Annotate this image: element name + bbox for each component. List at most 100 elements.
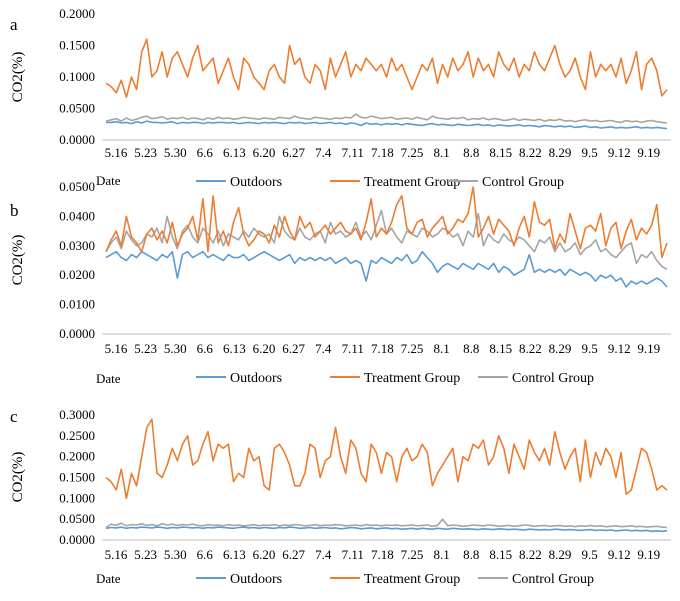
series-line-outdoors [106,120,668,130]
x-tick-label: 9.19 [637,341,660,356]
legend-entry: Outdoors [230,175,282,190]
x-tick-label: 6.20 [253,547,276,562]
x-tick-label: 8.22 [519,145,542,160]
legend-entry: Control Group [482,175,564,190]
x-tick-label: 7.18 [371,547,394,562]
x-tick-label: 6.13 [223,547,246,562]
x-tick-label: 9.12 [608,547,631,562]
panel-letter: a [10,15,18,34]
x-tick-label: 7.4 [315,145,332,160]
y-axis-label: CO2(%) [10,52,26,103]
panel-letter: b [10,201,19,220]
y-tick-label: 0.2000 [59,449,95,464]
y-tick-label: 0.0000 [59,326,95,341]
panel-c: c 0.0000 0.0500 0.1000 0.1500 0.2000 0.2500 0.3… [10,407,671,587]
x-tick-label: 7.11 [342,341,364,356]
y-tick-label: 0.0000 [59,132,95,147]
panel-b: b 0.0000 0.0100 0.0200 0.0300 0.0400 0.0500 CO2… [10,179,671,386]
y-tick-label: 0.1000 [59,69,95,84]
x-tick-label: 8.29 [549,547,572,562]
y-tick-label: 0.0500 [59,179,95,194]
y-tick-label: 0.2000 [59,6,95,21]
x-tick-label: 6.27 [282,341,305,356]
x-axis-label: Date [96,173,121,188]
panel-a: a 0.0000 0.0500 0.1000 0.1500 0.2000 CO2(%) 5.1… [10,6,671,190]
x-tick-label: 8.22 [519,547,542,562]
y-tick-label: 0.1500 [59,38,95,53]
y-tick-label: 0.0100 [59,297,95,312]
x-tick-label: 5.30 [164,145,187,160]
x-tick-label: 8.29 [549,145,572,160]
x-tick-label: 7.18 [371,341,394,356]
x-axis-label: Date [96,371,121,386]
x-tick-label: 6.6 [197,145,214,160]
y-tick-label: 0.0500 [59,101,95,116]
series-line-treatment-group [105,418,668,500]
x-tick-label: 6.20 [253,145,276,160]
x-tick-label: 9.12 [608,145,631,160]
y-tick-label: 0.0500 [59,511,95,526]
series-line-outdoors [105,526,668,533]
x-tick-label: 7.11 [342,547,364,562]
y-tick-label: 0.1000 [59,490,95,505]
y-tick-label: 0.1500 [59,470,95,485]
y-tick-label: 0.0400 [59,208,95,223]
x-tick-label: 8.8 [463,145,479,160]
x-tick-label: 6.6 [197,547,214,562]
x-tick-label: 8.15 [489,341,512,356]
legend-entry: Treatment Group [364,175,460,190]
y-tick-label: 0.3000 [59,407,95,422]
x-tick-label: 7.4 [315,341,332,356]
x-tick-label: 8.29 [549,341,572,356]
x-tick-label: 6.6 [197,341,214,356]
x-tick-label: 7.25 [401,341,424,356]
x-tick-label: 5.23 [134,547,157,562]
x-tick-label: 8.15 [489,547,512,562]
x-tick-label: 5.30 [164,341,187,356]
series-line-control-group [105,113,668,124]
x-tick-label: 9.19 [637,145,660,160]
legend-entry: Control Group [512,572,594,587]
x-tick-label: 9.19 [637,547,660,562]
panel-letter: c [10,407,18,426]
y-tick-label: 0.2500 [59,428,95,443]
x-tick-label: 6.27 [282,145,305,160]
x-tick-label: 9.5 [581,341,597,356]
x-tick-label: 5.16 [105,341,128,356]
x-tick-label: 8.22 [519,341,542,356]
x-tick-label: 8.1 [433,341,449,356]
x-tick-label: 7.25 [401,547,424,562]
legend-entry: Outdoors [230,371,282,386]
x-tick-label: 6.13 [223,145,246,160]
y-tick-label: 0.0000 [59,532,95,547]
y-axis-label: CO2(%) [10,452,26,503]
x-tick-label: 7.25 [401,145,424,160]
y-tick-label: 0.0200 [59,267,95,282]
x-tick-label: 8.8 [463,341,479,356]
x-tick-label: 8.1 [433,145,449,160]
x-tick-label: 6.20 [253,341,276,356]
x-tick-label: 7.18 [371,145,394,160]
x-tick-label: 6.13 [223,341,246,356]
legend-entry: Outdoors [230,572,282,587]
x-tick-label: 8.1 [433,547,449,562]
x-tick-label: 8.15 [489,145,512,160]
x-tick-label: 7.4 [315,547,332,562]
x-tick-label: 9.5 [581,145,597,160]
x-tick-label: 9.5 [581,547,597,562]
legend-entry: Treatment Group [364,371,460,386]
series-line-outdoors [105,250,668,288]
x-tick-label: 7.11 [342,145,364,160]
series-line-control-group [105,518,668,529]
y-axis-label: CO2(%) [10,235,26,286]
series-line-treatment-group [105,186,668,259]
x-axis-label: Date [96,571,121,586]
x-tick-label: 5.16 [105,145,128,160]
x-tick-label: 5.23 [134,341,157,356]
x-tick-label: 9.12 [608,341,631,356]
x-tick-label: 5.16 [105,547,128,562]
series-line-treatment-group [105,38,668,98]
x-tick-label: 8.8 [463,547,479,562]
x-tick-label: 5.30 [164,547,187,562]
